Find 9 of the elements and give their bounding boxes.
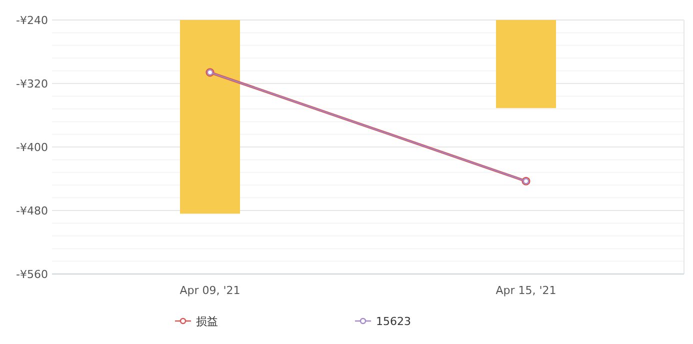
y-tick-label: -¥400 [16,141,48,154]
legend-label: 15623 [376,315,411,328]
y-tick-label: -¥480 [16,204,48,218]
y-tick-label: -¥560 [16,268,48,281]
legend-label: 损益 [196,315,218,328]
y-tick-label: -¥320 [16,78,48,90]
x-tick-label: Apr 09, '21 [180,284,240,297]
x-tick-label: Apr 15, '21 [496,284,556,297]
y-tick-label: -¥240 [16,14,48,27]
